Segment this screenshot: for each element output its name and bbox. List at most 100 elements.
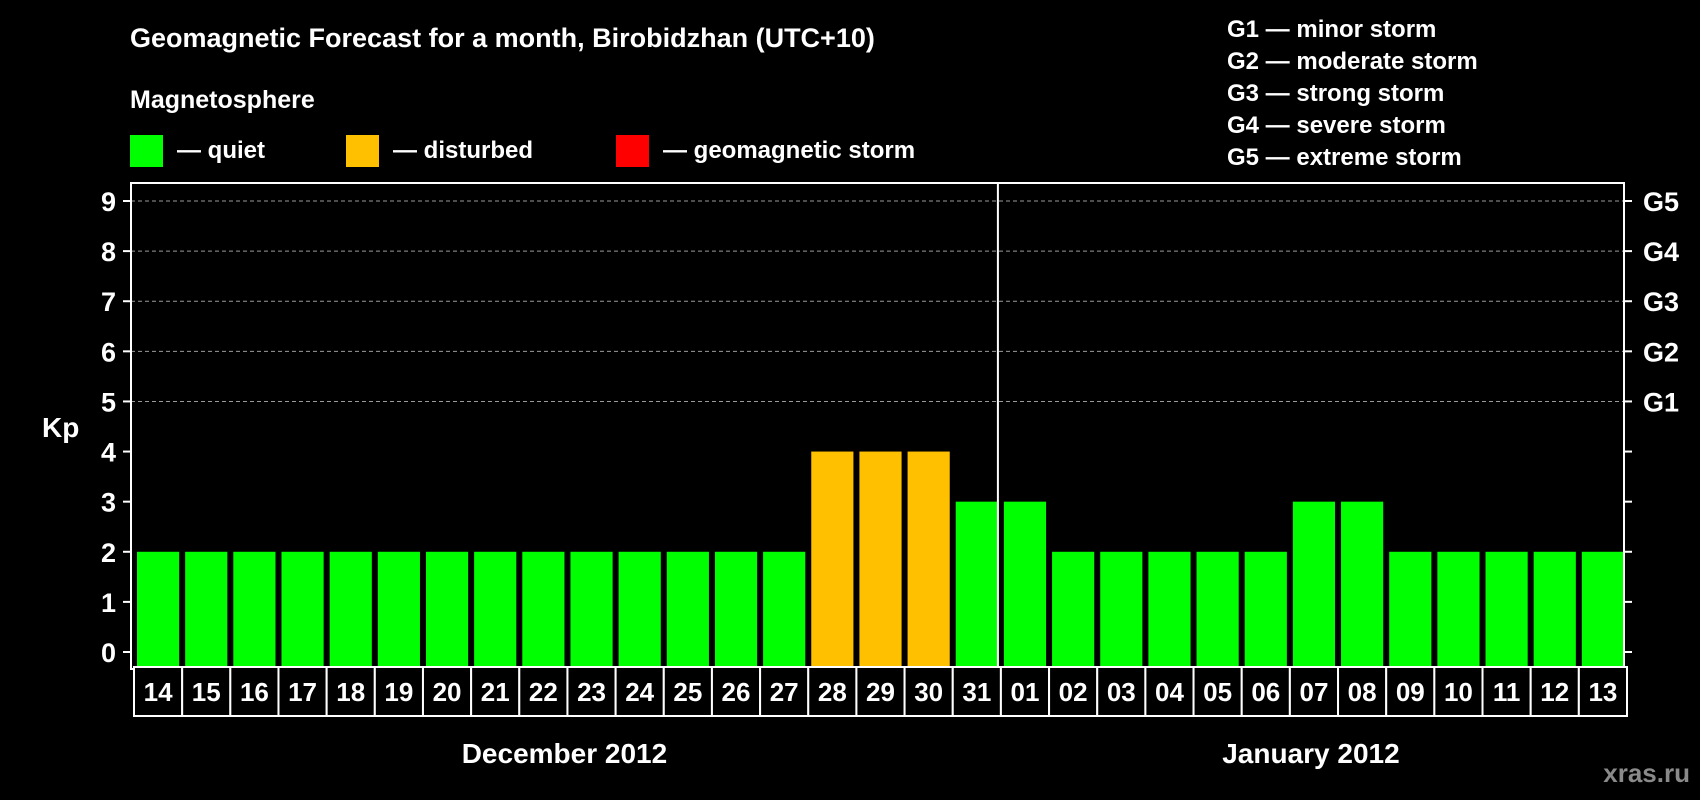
- legend-label-disturbed: — disturbed: [393, 137, 533, 164]
- x-label-cell-21: [470, 666, 521, 717]
- x-label-cell-08: [1337, 666, 1388, 717]
- x-label-30: 30: [914, 677, 943, 707]
- bars: [137, 451, 1624, 669]
- y-tick-label-5: 5: [101, 387, 116, 417]
- x-label-cell-30: [903, 666, 954, 717]
- bar-28: [811, 451, 854, 669]
- bar-12: [1533, 551, 1576, 669]
- x-label-03: 03: [1107, 677, 1136, 707]
- x-label-cell-25: [662, 666, 713, 717]
- bar-07: [1292, 501, 1336, 669]
- x-label-cell-14: [133, 666, 184, 717]
- bar-15: [185, 551, 228, 669]
- x-label-21: 21: [481, 677, 510, 707]
- x-label-18: 18: [336, 677, 365, 707]
- bar-16: [233, 551, 276, 669]
- x-label-cell-03: [1096, 666, 1147, 717]
- storm-scale-g4: G4 — severe storm: [1227, 112, 1446, 139]
- x-label-07: 07: [1299, 677, 1328, 707]
- y-tick-label-7: 7: [101, 287, 116, 317]
- bar-17: [281, 551, 324, 669]
- x-label-26: 26: [722, 677, 751, 707]
- x-label-cell-05: [1192, 666, 1243, 717]
- y-tick-label-9: 9: [101, 187, 116, 217]
- x-label-23: 23: [577, 677, 606, 707]
- y-tick-label-3: 3: [101, 488, 116, 518]
- x-label-05: 05: [1203, 677, 1232, 707]
- x-label-31: 31: [962, 677, 991, 707]
- bar-19: [377, 551, 420, 669]
- x-label-12: 12: [1540, 677, 1569, 707]
- legend-heading: Magnetosphere: [130, 86, 315, 114]
- right-axis-ticks: G1 G2 G3 G4 G5: [1624, 187, 1679, 653]
- bar-31: [955, 501, 998, 669]
- x-label-cell-23: [566, 666, 617, 717]
- bar-02: [1052, 551, 1095, 669]
- bar-26: [714, 551, 758, 669]
- chart-title: Geomagnetic Forecast for a month, Birobi…: [130, 23, 875, 53]
- x-label-01: 01: [1011, 677, 1040, 707]
- watermark: xras.ru: [1603, 758, 1690, 788]
- x-label-cell-06: [1240, 666, 1291, 717]
- x-label-14: 14: [144, 677, 173, 707]
- x-label-20: 20: [433, 677, 462, 707]
- right-tick-label-G5: G5: [1643, 187, 1679, 217]
- bar-14: [137, 551, 180, 669]
- x-label-28: 28: [818, 677, 847, 707]
- bar-04: [1148, 551, 1191, 669]
- x-label-cell-02: [1048, 666, 1099, 717]
- x-axis-labels: 14 15 16 17 18 19 20 21 22 23 24 25 26 27 28 29 30 31 01 02…: [133, 666, 1629, 717]
- x-label-16: 16: [240, 677, 269, 707]
- bar-10: [1437, 551, 1480, 669]
- x-label-cell-09: [1385, 666, 1436, 717]
- x-label-cell-16: [229, 666, 280, 717]
- x-label-cell-17: [277, 666, 328, 717]
- x-label-22: 22: [529, 677, 558, 707]
- bar-13: [1581, 551, 1624, 669]
- x-label-06: 06: [1251, 677, 1280, 707]
- month-label-1: January 2012: [1222, 738, 1399, 769]
- x-label-cell-01: [999, 666, 1051, 717]
- x-label-09: 09: [1396, 677, 1425, 707]
- bar-25: [666, 551, 709, 669]
- x-label-24: 24: [625, 677, 654, 707]
- bar-01: [1003, 501, 1047, 669]
- y-tick-label-4: 4: [101, 438, 116, 468]
- bar-20: [425, 551, 469, 669]
- x-label-cell-27: [759, 666, 810, 717]
- right-tick-label-G3: G3: [1643, 287, 1679, 317]
- x-label-cell-15: [181, 666, 232, 717]
- legend-label-storm: — geomagnetic storm: [663, 137, 915, 164]
- y-tick-label-1: 1: [101, 588, 116, 618]
- x-label-02: 02: [1059, 677, 1088, 707]
- bar-27: [763, 551, 806, 669]
- storm-scale-g3: G3 — strong storm: [1227, 80, 1444, 107]
- x-label-cell-26: [710, 666, 762, 717]
- bar-24: [618, 551, 661, 669]
- x-label-25: 25: [673, 677, 702, 707]
- x-label-08: 08: [1348, 677, 1377, 707]
- month-label-0: December 2012: [462, 738, 667, 769]
- bar-08: [1341, 501, 1384, 669]
- y-tick-label-8: 8: [101, 237, 116, 267]
- x-label-15: 15: [192, 677, 221, 707]
- x-label-cell-19: [373, 666, 424, 717]
- storm-scale-g5: G5 — extreme storm: [1227, 144, 1462, 171]
- right-tick-label-G1: G1: [1643, 387, 1679, 417]
- x-label-10: 10: [1444, 677, 1473, 707]
- x-label-19: 19: [384, 677, 413, 707]
- x-label-cell-24: [614, 666, 665, 717]
- x-label-cell-22: [518, 666, 569, 717]
- legend-swatch-quiet: [130, 135, 163, 167]
- x-label-13: 13: [1588, 677, 1617, 707]
- y-axis-label: Kp: [42, 412, 79, 443]
- legend-swatch-storm: [616, 135, 649, 167]
- bar-29: [859, 451, 902, 669]
- month-labels: December 2012 January 2012: [462, 738, 1400, 769]
- bar-18: [329, 551, 372, 669]
- bar-03: [1100, 551, 1143, 669]
- y-axis-ticks: 0 1 2 3 4 5 6 7 8 9: [101, 187, 131, 668]
- right-tick-label-G4: G4: [1643, 237, 1679, 267]
- x-label-11: 11: [1493, 677, 1521, 707]
